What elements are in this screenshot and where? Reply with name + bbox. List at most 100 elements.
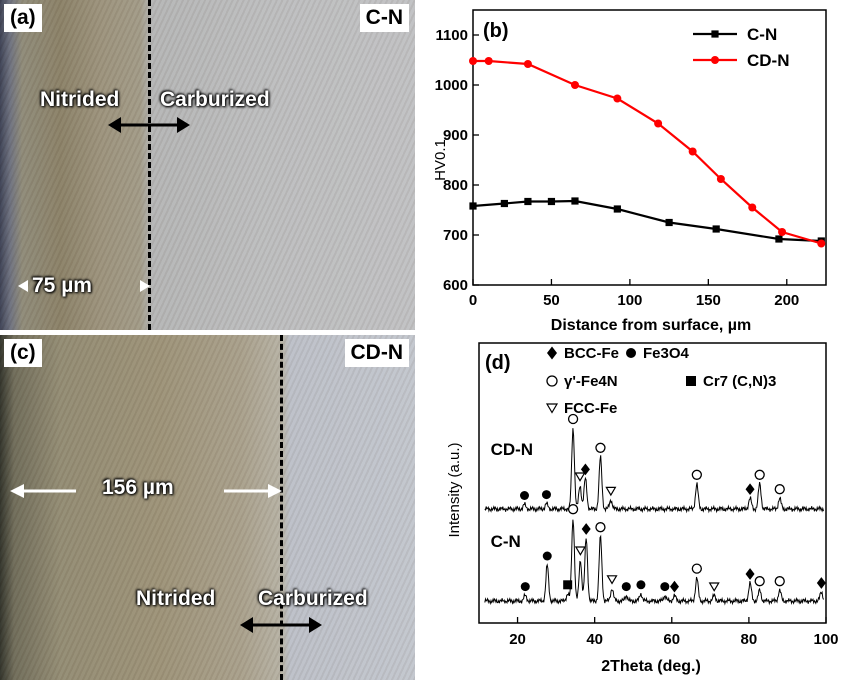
legend-label: CD-N [747,51,790,70]
x-tick-label: 50 [543,292,560,309]
data-point-c-n [665,218,673,227]
data-point-c-n [547,197,556,206]
peak-marker-circle [595,522,606,533]
peak-marker-triangle [574,546,586,556]
y-axis-label: Intensity (a.u.) [446,442,463,537]
peak-marker-dot [636,580,646,590]
data-point-c-n [500,199,508,208]
data-point-cd-n [613,94,622,103]
peak-marker-diamond [669,580,679,593]
peak-marker-circle [774,484,785,495]
peak-marker-diamond [745,568,755,580]
data-point-c-n [712,225,720,233]
xrd-trace-cd-n [484,428,824,514]
legend-marker [711,30,719,38]
series-line-c-n [472,199,822,243]
x-tick-label: 40 [586,631,603,648]
peak-marker-dot [520,582,530,592]
nitrided-label: Nitrided [40,88,120,111]
x-tick-label: 20 [509,631,526,648]
y-tick-label: 1000 [435,77,468,94]
legend-marker-circle [546,375,558,387]
y-tick-label: 1100 [435,27,468,44]
legend-label: γ'-Fe4N [564,373,618,390]
x-axis-label: Distance from surface, µm [551,317,751,334]
peak-marker-diamond [745,483,755,496]
series-label: C-N [491,532,521,551]
thickness-label: 156 µm [102,476,174,499]
peak-marker-triangle [708,582,720,592]
legend-label: C-N [747,25,777,44]
legend-marker-square [686,376,696,386]
data-point-cd-n [688,147,697,156]
legend-label: Fe3O4 [643,345,690,362]
peak-marker-square [563,580,573,590]
carburized-label: Carburized [160,88,270,111]
legend-marker-triangle [545,403,559,414]
data-point-cd-n [484,57,493,65]
legend-label: FCC-Fe [564,400,617,417]
xrd-pattern-chart: (d) Intensity (a.u.) 2Theta (deg.) 20 40 6… [446,342,839,675]
plot-frame [478,342,827,624]
data-point-c-n [571,197,579,205]
micrograph-cd-n: (c) CD-N 156 µm Nitrided Carburized [0,335,415,680]
data-point-cd-n [654,119,663,128]
y-tick-label: 900 [443,127,468,144]
peak-marker-triangle [574,472,586,482]
peak-marker-dot [519,491,529,500]
hardness-profile-chart: (b) HV0.1 Distance from surface, µm 0 50 1… [432,9,827,334]
data-point-cd-n [469,57,477,65]
data-point-cd-n [748,203,757,212]
data-point-c-n [775,235,783,243]
peak-marker-circle [774,576,785,587]
texture-overlay [0,335,415,680]
legend-marker [711,56,719,64]
peak-marker-dot [621,582,631,592]
micrograph-c-n: (a) C-N Nitrided Carburized 75 µm [0,0,415,330]
peak-marker-circle [595,442,606,453]
peak-marker-diamond [581,523,591,535]
panel-label-d: (d) [485,352,511,374]
peak-marker-circle [754,576,765,587]
carburized-label: Carburized [258,587,368,610]
plot-frame [472,9,827,286]
case-boundary-line [280,335,283,680]
peak-marker-dot [542,551,552,561]
sample-tag-cd-n: CD-N [344,339,409,367]
data-point-c-n [524,197,532,206]
x-tick-label: 100 [617,292,642,309]
x-tick-label: 60 [663,631,680,648]
double-arrow-icon [108,117,190,133]
x-tick-label: 0 [469,292,477,309]
x-tick-label: 80 [741,631,758,648]
y-tick-label: 800 [443,177,468,194]
xrd-trace-c-n [484,519,824,606]
data-point-c-n [469,202,477,210]
case-boundary-line [148,0,151,330]
data-point-cd-n [570,81,579,89]
y-tick-label: 700 [443,227,468,244]
sample-tag-c-n: C-N [359,4,409,32]
x-tick-label: 150 [696,292,721,309]
x-axis-label: 2Theta (deg.) [601,658,701,675]
data-point-cd-n [817,239,826,248]
legend-marker-diamond [547,346,557,360]
texture-overlay [0,0,415,330]
peak-marker-triangle [606,575,618,585]
peak-marker-diamond [816,577,826,589]
peak-marker-circle [691,469,702,480]
legend-marker-dot [626,348,636,358]
y-axis-label: HV0.1 [432,139,449,181]
peak-marker-dot [541,490,551,500]
peak-marker-circle [691,563,702,574]
thickness-arrow-icon [18,280,150,292]
nitrided-label: Nitrided [136,587,216,610]
thickness-arrow-icon [10,484,282,498]
x-tick-label: 100 [813,631,838,648]
peak-marker-circle [567,413,579,425]
panel-label-c: (c) [4,339,42,367]
peak-marker-triangle [605,486,617,497]
thickness-label: 75 µm [32,274,92,297]
peak-marker-dot [660,582,670,592]
data-point-c-n [613,205,621,213]
